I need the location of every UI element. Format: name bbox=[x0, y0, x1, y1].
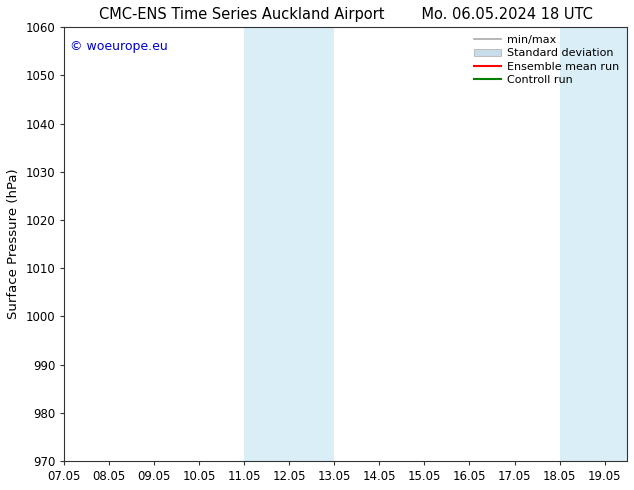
Bar bbox=[244, 27, 334, 461]
Text: © woeurope.eu: © woeurope.eu bbox=[70, 40, 167, 53]
Y-axis label: Surface Pressure (hPa): Surface Pressure (hPa) bbox=[7, 169, 20, 319]
Title: CMC-ENS Time Series Auckland Airport        Mo. 06.05.2024 18 UTC: CMC-ENS Time Series Auckland Airport Mo.… bbox=[99, 7, 593, 22]
Legend: min/max, Standard deviation, Ensemble mean run, Controll run: min/max, Standard deviation, Ensemble me… bbox=[469, 30, 624, 90]
Bar bbox=[560, 27, 627, 461]
